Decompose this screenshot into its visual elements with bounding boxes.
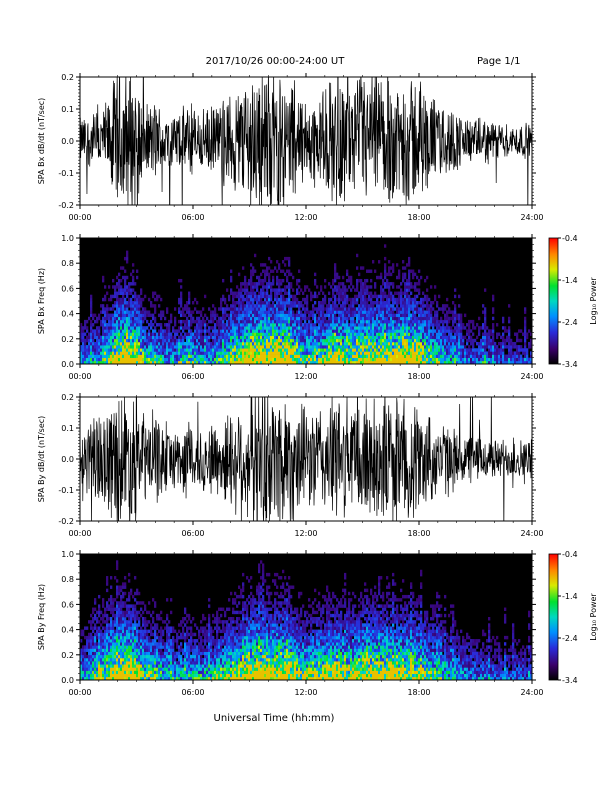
y-tick-label-0-3: 0.1 — [61, 105, 74, 114]
x-tick-label-3-3: 18:00 — [407, 688, 430, 697]
y-tick-label-0-4: 0.2 — [61, 73, 74, 82]
page-indicator: Page 1/1 — [477, 56, 520, 67]
x-tick-label-0-3: 18:00 — [407, 213, 430, 222]
x-tick-label-2-1: 06:00 — [181, 529, 204, 538]
series-line-2 — [80, 397, 532, 521]
x-tick-label-1-0: 00:00 — [68, 372, 91, 381]
y-tick-label-3-3: 0.6 — [61, 600, 74, 609]
colorbar-tick-label-1-0: -0.4 — [562, 234, 578, 243]
y-tick-label-0-0: -0.2 — [58, 201, 74, 210]
y-tick-label-2-2: 0.0 — [61, 455, 74, 464]
y-tick-label-0-1: -0.1 — [58, 169, 74, 178]
y-tick-label-2-1: -0.1 — [58, 486, 74, 495]
colorbar-label-3: Log₁₀ Power — [589, 593, 598, 641]
y-tick-label-1-3: 0.6 — [61, 284, 74, 293]
y-tick-label-1-2: 0.4 — [61, 310, 74, 319]
y-tick-label-2-3: 0.1 — [61, 424, 74, 433]
y-tick-label-3-5: 1.0 — [61, 550, 74, 559]
y-tick-label-3-0: 0.0 — [61, 676, 74, 685]
heatmap-3 — [80, 554, 532, 680]
x-tick-label-3-0: 00:00 — [68, 688, 91, 697]
x-tick-label-2-0: 00:00 — [68, 529, 91, 538]
x-tick-label-1-1: 06:00 — [181, 372, 204, 381]
y-tick-label-1-1: 0.2 — [61, 335, 74, 344]
y-tick-label-0-2: 0.0 — [61, 137, 74, 146]
x-tick-label-1-2: 12:00 — [294, 372, 317, 381]
y-tick-label-2-0: -0.2 — [58, 517, 74, 526]
figure-title: 2017/10/26 00:00-24:00 UT — [206, 56, 346, 67]
x-axis-title: Universal Time (hh:mm) — [214, 713, 335, 724]
y-tick-label-1-4: 0.8 — [61, 259, 74, 268]
heatmap-1 — [80, 238, 532, 364]
colorbar-label-1: Log₁₀ Power — [589, 277, 598, 325]
colorbar-tick-label-3-3: -3.4 — [562, 676, 578, 685]
colorbar-3 — [548, 553, 559, 681]
y-axis-title-3: SPA By Freq (Hz) — [37, 584, 46, 650]
x-tick-label-0-1: 06:00 — [181, 213, 204, 222]
y-tick-label-3-2: 0.4 — [61, 626, 74, 635]
x-tick-label-3-2: 12:00 — [294, 688, 317, 697]
x-tick-label-1-4: 24:00 — [520, 372, 543, 381]
x-tick-label-1-3: 18:00 — [407, 372, 430, 381]
x-tick-label-0-2: 12:00 — [294, 213, 317, 222]
y-tick-label-2-4: 0.2 — [61, 393, 74, 402]
x-tick-label-2-4: 24:00 — [520, 529, 543, 538]
colorbar-tick-label-1-1: -1.4 — [562, 276, 578, 285]
x-tick-label-2-3: 18:00 — [407, 529, 430, 538]
x-tick-label-0-4: 24:00 — [520, 213, 543, 222]
y-axis-title-1: SPA Bx Freq (Hz) — [37, 268, 46, 334]
y-tick-label-1-5: 1.0 — [61, 234, 74, 243]
x-tick-label-3-4: 24:00 — [520, 688, 543, 697]
x-tick-label-0-0: 00:00 — [68, 213, 91, 222]
y-axis-title-0: SPA Bx dB/dt (nT/sec) — [37, 98, 46, 185]
colorbar-tick-label-3-2: -2.4 — [562, 634, 578, 643]
x-tick-label-2-2: 12:00 — [294, 529, 317, 538]
colorbar-tick-label-3-1: -1.4 — [562, 592, 578, 601]
x-tick-label-3-1: 06:00 — [181, 688, 204, 697]
colorbar-tick-label-1-3: -3.4 — [562, 360, 578, 369]
colorbar-1 — [548, 237, 559, 365]
colorbar-tick-label-1-2: -2.4 — [562, 318, 578, 327]
series-line-0 — [80, 77, 532, 205]
y-tick-label-1-0: 0.0 — [61, 360, 74, 369]
y-tick-label-3-4: 0.8 — [61, 575, 74, 584]
y-axis-title-2: SPA By dB/dt (nT/sec) — [37, 416, 46, 503]
y-tick-label-3-1: 0.2 — [61, 651, 74, 660]
colorbar-tick-label-3-0: -0.4 — [562, 550, 578, 559]
